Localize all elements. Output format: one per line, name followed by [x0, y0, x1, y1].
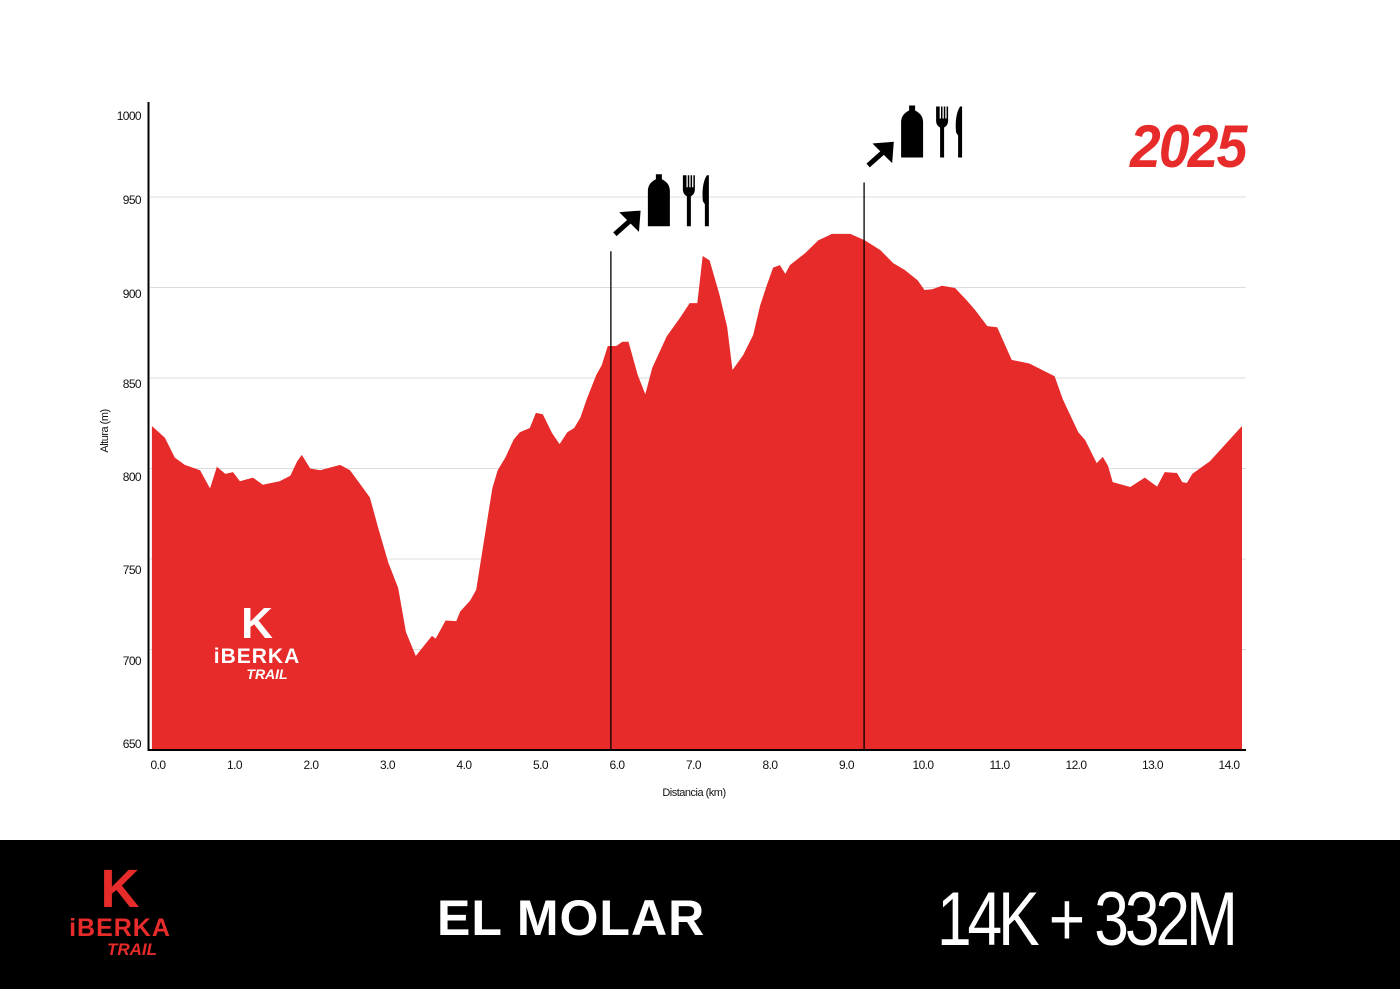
race-name: EL MOLAR — [437, 890, 706, 946]
y-tick-labels: 650 700 750 800 850 900 950 1000 — [117, 109, 143, 751]
elevation-chart: 650 700 750 800 850 900 950 1000 0.0 1.0 2.0 3.0 4.… — [99, 102, 1246, 799]
y-tick-label: 750 — [123, 563, 142, 577]
logo-mark: K — [100, 859, 140, 919]
y-tick-label: 850 — [123, 377, 142, 391]
x-tick-label: 14.0 — [1219, 758, 1241, 772]
water-bottle-icon — [901, 105, 924, 158]
logo-brand: iBERKA — [69, 914, 171, 942]
x-tick-label: 0.0 — [151, 758, 167, 772]
x-tick-label: 3.0 — [380, 758, 396, 772]
y-tick-label: 800 — [123, 470, 142, 484]
x-tick-label: 13.0 — [1142, 758, 1164, 772]
y-tick-label: 950 — [123, 193, 142, 207]
x-tick-label: 4.0 — [457, 758, 473, 772]
x-tick-label: 6.0 — [610, 758, 626, 772]
x-tick-label: 5.0 — [533, 758, 549, 772]
fork-icon — [936, 106, 949, 158]
x-tick-label: 1.0 — [227, 758, 243, 772]
x-tick-label: 11.0 — [989, 758, 1010, 772]
y-tick-label: 700 — [123, 654, 142, 668]
knife-icon — [955, 106, 963, 158]
footer-logo: K iBERKA TRAIL — [52, 862, 188, 958]
x-tick-label: 10.0 — [913, 758, 935, 772]
logo-mark: K — [241, 599, 273, 648]
aid-station-icons — [866, 105, 963, 168]
fork-icon — [682, 175, 695, 227]
y-tick-label: 1000 — [117, 109, 142, 123]
footer-bar — [0, 840, 1400, 989]
water-bottle-icon — [647, 174, 670, 227]
logo-sub: TRAIL — [106, 940, 158, 959]
year-label: 2025 — [1129, 113, 1247, 180]
x-tick-label: 7.0 — [686, 758, 702, 772]
x-axis-label: Distancia (km) — [662, 787, 725, 799]
logo-sub: TRAIL — [246, 666, 288, 682]
x-tick-label: 8.0 — [763, 758, 779, 772]
y-tick-label: 900 — [123, 287, 142, 301]
arrow-icon — [613, 210, 641, 237]
x-tick-labels: 0.0 1.0 2.0 3.0 4.0 5.0 6.0 7.0 8.0 9.0 10.0 11.0 12… — [151, 758, 1241, 772]
x-tick-label: 9.0 — [839, 758, 855, 772]
aid-station-markers — [610, 105, 963, 749]
race-stats: 14K + 332M — [937, 877, 1238, 962]
elevation-area — [151, 233, 1243, 749]
knife-icon — [702, 175, 709, 227]
aid-station-icons — [613, 174, 709, 237]
chart-logo: K iBERKA TRAIL — [198, 599, 316, 682]
x-tick-label: 12.0 — [1066, 758, 1088, 772]
y-axis-label: Altura (m) — [99, 409, 111, 452]
x-tick-label: 2.0 — [304, 758, 320, 772]
logo-brand: iBERKA — [213, 645, 301, 668]
y-tick-label: 650 — [123, 737, 142, 751]
arrow-icon — [866, 141, 894, 168]
